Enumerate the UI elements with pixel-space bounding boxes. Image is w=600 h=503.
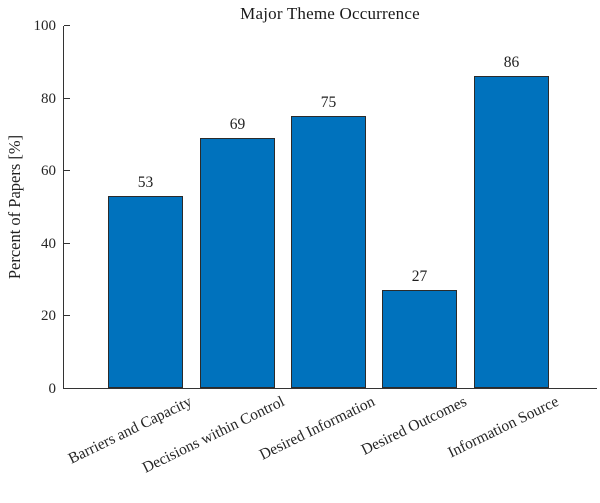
y-tick-mark: [64, 388, 70, 389]
x-axis-line: [63, 388, 597, 389]
y-tick-label: 100: [33, 18, 57, 34]
bar-value-label: 53: [137, 173, 154, 191]
y-tick-mark: [64, 170, 70, 172]
y-tick-label: 0: [48, 381, 57, 397]
chart-title: Major Theme Occurrence: [240, 4, 420, 23]
y-tick-label: 20: [41, 308, 56, 325]
bar-desired-outcomes: [382, 290, 457, 388]
y-tick-label: 60: [41, 163, 56, 180]
y-tick-mark: [64, 315, 70, 317]
y-axis-line: [63, 26, 64, 389]
bar-information-source: [474, 75, 549, 388]
bar-desired-information: [291, 115, 366, 388]
y-tick-mark: [64, 97, 70, 99]
y-tick-label: 80: [41, 90, 56, 107]
bar-barriers-and-capacity: [108, 195, 183, 388]
y-axis-label: Percent of Papers [%]: [5, 134, 24, 280]
bar-value-label: 27: [411, 268, 428, 285]
bar-value-label: 75: [320, 93, 337, 111]
y-tick-label: 40: [41, 235, 56, 252]
bar-value-label: 69: [229, 115, 246, 133]
bar-decisions-within-control: [200, 137, 275, 388]
plot-area: 0 20 40 60 80 100 53 69 75 27 86: [34, 19, 597, 397]
bar-value-label: 86: [503, 53, 520, 71]
y-tick-mark: [64, 242, 70, 244]
y-tick-mark: [64, 25, 70, 26]
